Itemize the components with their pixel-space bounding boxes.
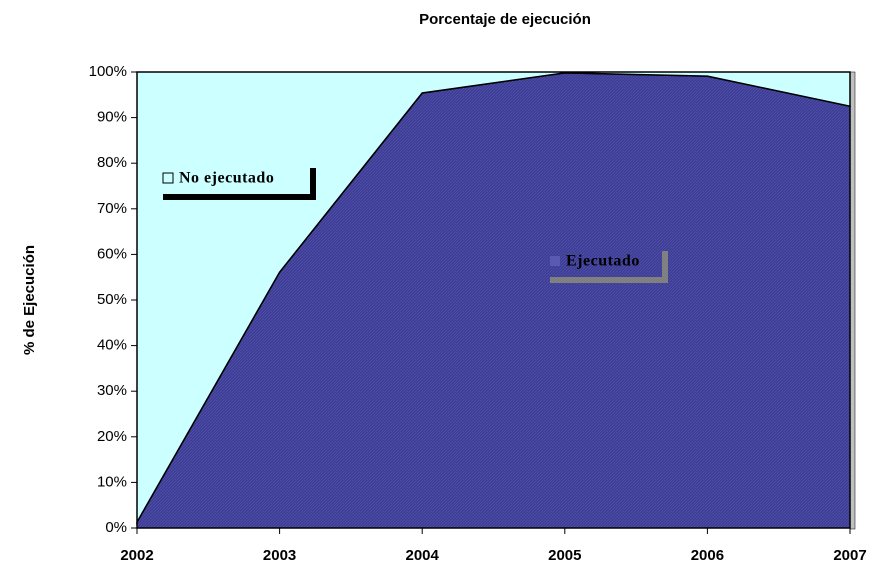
y-tick-label: 30% <box>97 382 127 399</box>
legend-box <box>157 162 310 194</box>
chart-title: Porcentaje de ejecución <box>419 11 591 28</box>
y-tick-label: 40% <box>97 337 127 354</box>
x-tick-label: 2002 <box>120 547 153 564</box>
y-tick-label: 90% <box>97 109 127 126</box>
y-tick-label: 10% <box>97 473 127 490</box>
legend-item: Ejecutado <box>544 245 668 283</box>
legend-box <box>544 245 662 277</box>
y-tick-label: 0% <box>105 519 127 536</box>
y-tick-label: 100% <box>89 63 127 80</box>
y-tick-label: 50% <box>97 291 127 308</box>
legend-swatch <box>162 172 174 184</box>
x-tick-label: 2007 <box>833 547 866 564</box>
y-tick-label: 60% <box>97 245 127 262</box>
x-tick-label: 2003 <box>263 547 296 564</box>
legend-item: No ejecutado <box>157 162 316 200</box>
y-tick-label: 80% <box>97 154 127 171</box>
legend-label: Ejecutado <box>566 253 640 270</box>
x-tick-label: 2006 <box>691 547 724 564</box>
legend-swatch <box>550 256 560 266</box>
x-tick-label: 2004 <box>406 547 440 564</box>
y-axis-label: % de Ejecución <box>21 245 38 355</box>
y-tick-label: 20% <box>97 428 127 445</box>
legend-label: No ejecutado <box>179 170 274 187</box>
y-tick-label: 70% <box>97 200 127 217</box>
x-tick-label: 2005 <box>548 547 581 564</box>
